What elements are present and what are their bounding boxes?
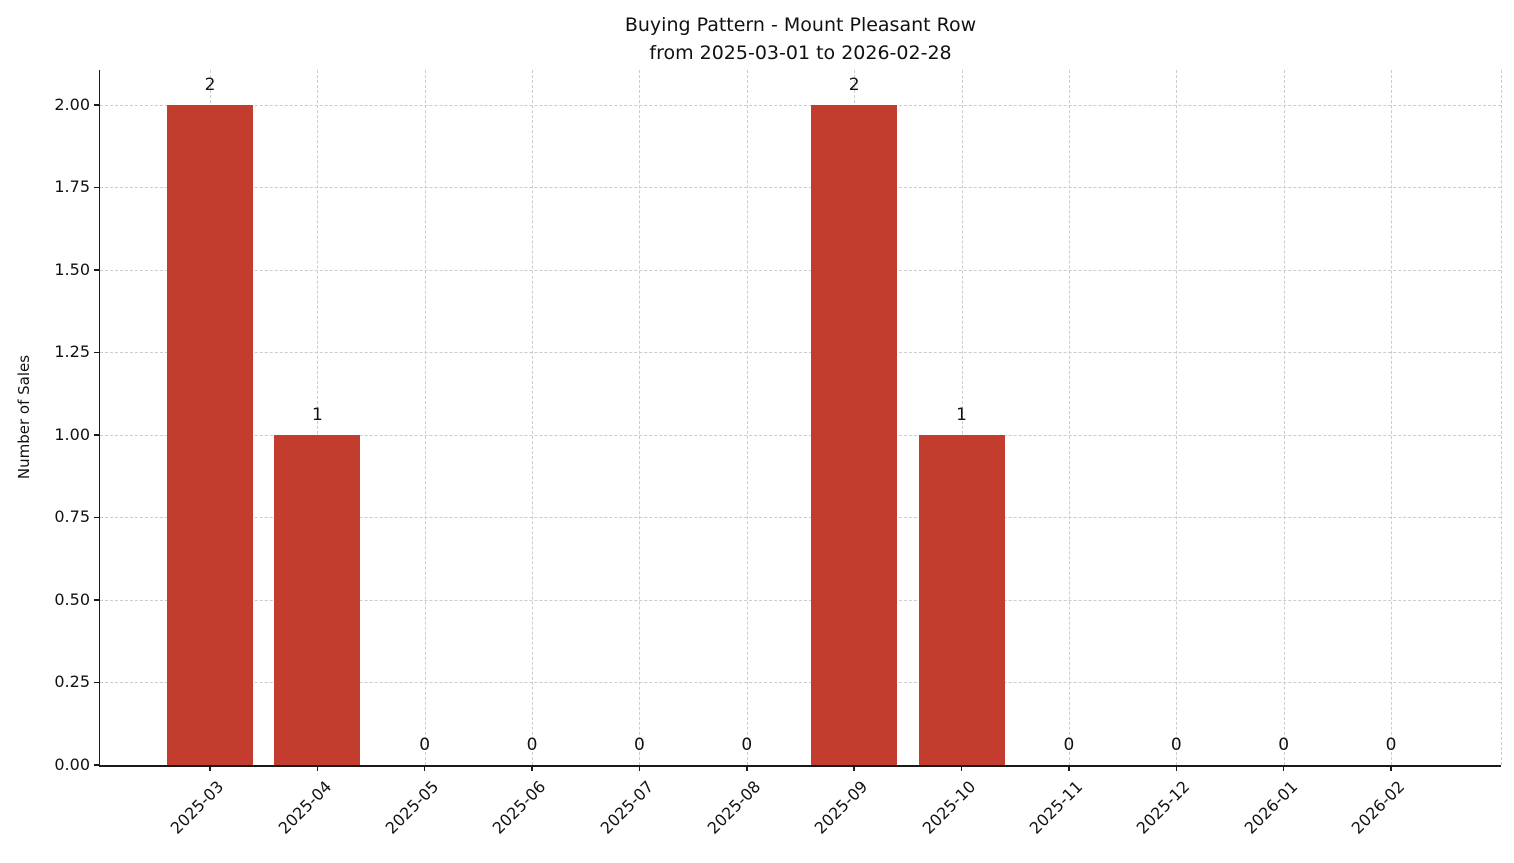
chart-title: Buying Pattern - Mount Pleasant Row from… — [100, 12, 1501, 67]
x-tick-mark — [209, 765, 211, 771]
y-tick-mark — [94, 764, 100, 766]
y-tick-mark — [94, 186, 100, 189]
x-tick-mark — [423, 765, 426, 771]
x-tick-label: 2025-08 — [703, 777, 765, 838]
y-tick-mark — [94, 434, 100, 436]
bar-value-label: 0 — [419, 735, 431, 755]
y-tick-mark — [94, 516, 100, 519]
x-tick-mark — [1175, 765, 1178, 771]
bar-value-label: 2 — [204, 74, 216, 95]
x-tick-label: 2025-09 — [810, 777, 872, 838]
bar-value-label: 0 — [634, 735, 645, 755]
bar-value-label: 0 — [1063, 735, 1075, 755]
bar-value-label: 0 — [1170, 735, 1182, 755]
y-tick-label: 1.75 — [54, 177, 90, 197]
gridline-vertical — [1283, 70, 1285, 765]
x-tick-mark — [1390, 765, 1392, 771]
x-tick-mark — [1068, 765, 1070, 771]
gridline-vertical — [639, 70, 641, 765]
x-tick-mark — [531, 765, 533, 771]
x-axis-line — [98, 765, 1501, 767]
gridline-horizontal — [100, 682, 1501, 684]
bar-value-label: 2 — [848, 74, 860, 95]
gridline-vertical — [317, 70, 319, 765]
x-tick-label: 2025-12 — [1133, 777, 1194, 838]
x-tick-label: 2025-07 — [596, 777, 657, 838]
x-tick-label: 2025-05 — [381, 777, 443, 838]
x-tick-mark — [316, 765, 319, 771]
gridline-vertical — [532, 70, 534, 765]
y-tick-label: 0.50 — [54, 589, 90, 609]
x-tick-mark — [638, 765, 641, 771]
y-tick-mark — [94, 681, 100, 684]
gridline-vertical — [1068, 70, 1070, 765]
gridline-horizontal — [100, 434, 1501, 436]
x-tick-label: 2025-10 — [918, 777, 979, 838]
y-tick-label: 1.50 — [54, 259, 90, 279]
gridline-vertical — [424, 70, 426, 765]
bar-value-label: 0 — [741, 735, 753, 755]
y-tick-label: 0.25 — [54, 672, 90, 692]
x-tick-label: 2026-01 — [1240, 777, 1302, 838]
x-tick-mark — [746, 765, 748, 771]
y-tick-label: 1.00 — [54, 424, 90, 444]
x-tick-mark — [960, 765, 963, 771]
bar-2025-10 — [918, 434, 1005, 765]
gridline-vertical — [1391, 70, 1392, 765]
x-tick-mark — [1282, 765, 1285, 771]
chart-title-line2: from 2025-03-01 to 2026-02-28 — [649, 41, 952, 64]
gridline-horizontal — [100, 187, 1501, 189]
bar-value-label: 1 — [956, 404, 967, 425]
y-tick-mark — [94, 599, 100, 601]
y-tick-mark — [94, 269, 100, 271]
y-tick-mark — [94, 351, 100, 354]
x-tick-label: 2025-03 — [166, 777, 228, 838]
y-tick-label: 2.00 — [54, 94, 90, 114]
bar-2025-09 — [811, 104, 898, 765]
gridline-horizontal — [100, 599, 1501, 601]
bar-value-label: 0 — [526, 735, 538, 755]
x-tick-mark — [853, 765, 855, 771]
y-tick-label: 1.25 — [54, 342, 90, 362]
bar-value-label: 1 — [311, 404, 323, 425]
y-axis-line — [98, 70, 100, 767]
chart-title-line1: Buying Pattern - Mount Pleasant Row — [624, 14, 977, 36]
bar-value-label: 0 — [1278, 735, 1290, 755]
x-tick-label: 2026-02 — [1347, 777, 1409, 838]
y-tick-label: 0.75 — [54, 507, 90, 527]
gridline-vertical — [1176, 70, 1178, 765]
x-tick-label: 2025-04 — [274, 777, 335, 838]
gridline-horizontal — [100, 104, 1501, 106]
gridline-horizontal — [100, 352, 1501, 354]
gridline-horizontal — [100, 269, 1501, 271]
y-tick-label: 0.00 — [54, 755, 90, 774]
bar-value-label: 0 — [1385, 735, 1397, 755]
y-tick-mark — [94, 104, 100, 106]
gridline-horizontal — [100, 517, 1501, 519]
x-tick-label: 2025-06 — [488, 777, 550, 838]
gridline-vertical — [746, 70, 748, 765]
bar-2025-03 — [167, 104, 253, 765]
bar-2025-04 — [274, 434, 361, 765]
x-tick-label: 2025-11 — [1025, 777, 1087, 838]
gridline-vertical — [961, 70, 963, 765]
gridline-vertical-edge — [1501, 70, 1502, 765]
